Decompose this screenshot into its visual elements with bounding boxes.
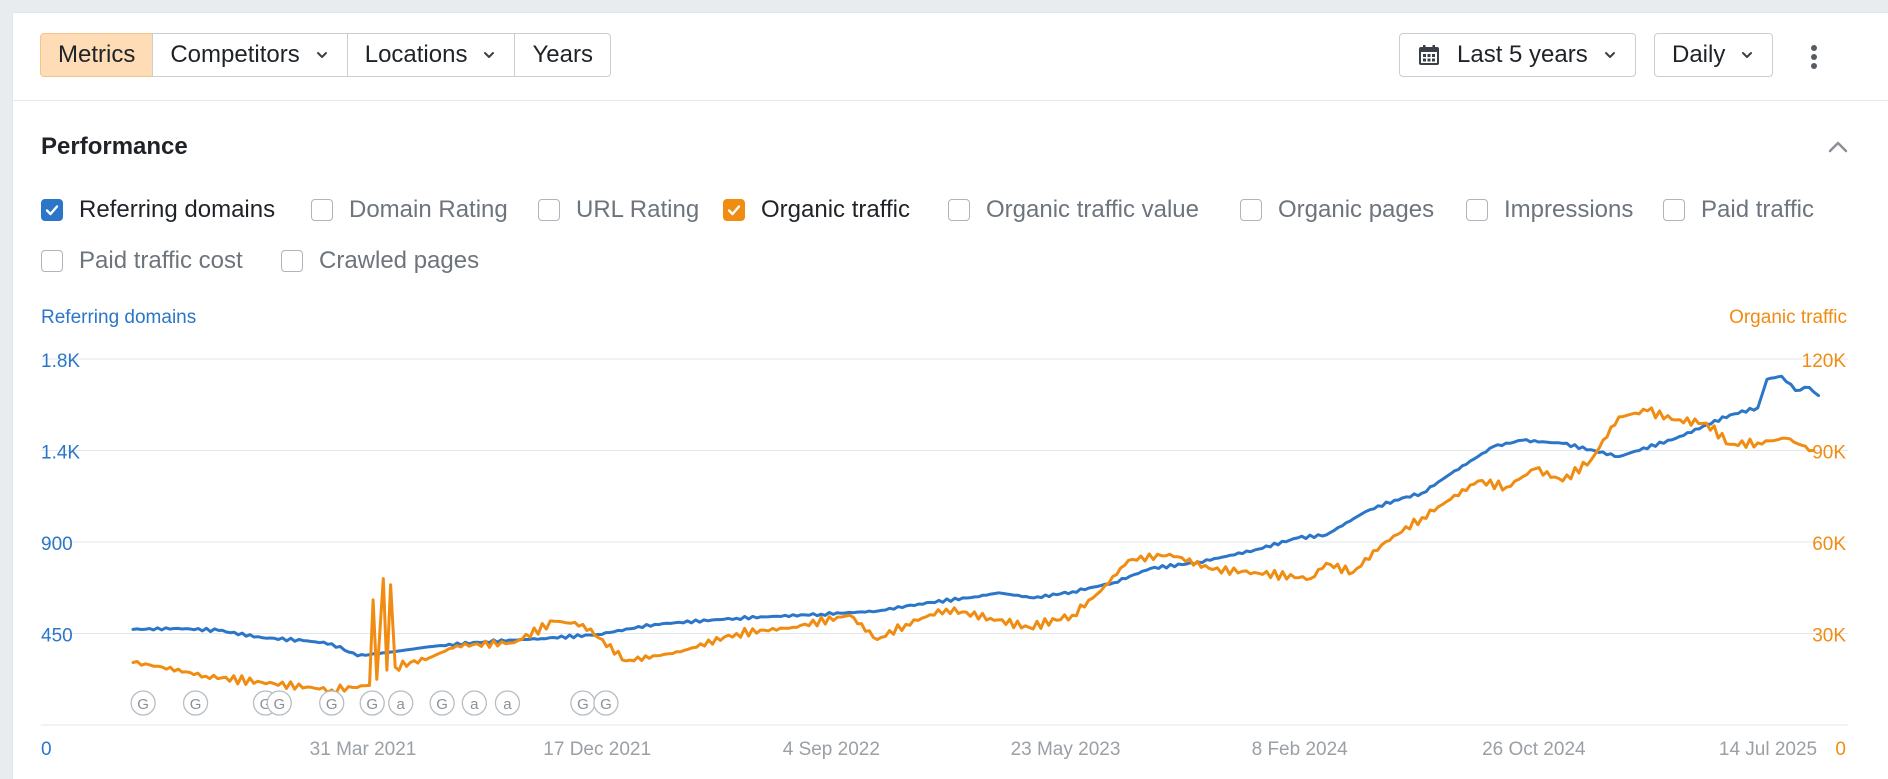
x-tick-label: 4 Sep 2022 bbox=[783, 739, 880, 760]
ahrefs-update-marker[interactable] bbox=[388, 690, 414, 716]
checkbox-icon bbox=[41, 250, 63, 272]
checkbox-checked-icon bbox=[41, 199, 63, 221]
google-update-marker[interactable] bbox=[130, 690, 156, 716]
ahrefs-update-marker-letter: a bbox=[470, 696, 479, 713]
x-tick-label: 23 May 2023 bbox=[1011, 739, 1121, 760]
ahrefs-update-marker[interactable] bbox=[494, 690, 521, 716]
metric-label: Paid traffic cost bbox=[79, 247, 243, 274]
metric-label: Paid traffic bbox=[1701, 196, 1814, 223]
toolbar: Metrics Competitors Locations Years Last… bbox=[13, 13, 1888, 101]
metric-impressions[interactable]: Impressions bbox=[1466, 196, 1633, 224]
chevron-down-icon bbox=[316, 52, 327, 58]
interval-label: Daily bbox=[1672, 41, 1726, 68]
metric-label: Organic pages bbox=[1278, 196, 1435, 223]
y-left-tick-label: 1.8K bbox=[41, 351, 80, 372]
metric-organic-traffic-value[interactable]: Organic traffic value bbox=[948, 196, 1199, 224]
date-range-label: Last 5 years bbox=[1457, 41, 1588, 68]
google-update-marker-letter: G bbox=[436, 696, 448, 713]
series-line-referring-domains[interactable] bbox=[131, 374, 1820, 658]
y-right-tick-label: 120K bbox=[1802, 351, 1847, 372]
x-tick-label: 26 Oct 2024 bbox=[1482, 739, 1586, 760]
google-update-marker-letter: G bbox=[260, 696, 272, 713]
google-update-marker-letter: G bbox=[366, 696, 378, 713]
chevron-up-icon[interactable] bbox=[1826, 135, 1850, 159]
more-options-icon[interactable] bbox=[1806, 43, 1822, 73]
calendar-icon bbox=[1419, 45, 1439, 65]
google-update-marker[interactable] bbox=[429, 690, 455, 716]
metric-url-rating[interactable]: URL Rating bbox=[538, 196, 699, 224]
tab-metrics[interactable]: Metrics bbox=[40, 33, 154, 77]
interval-button[interactable]: Daily bbox=[1654, 33, 1774, 77]
checkbox-icon bbox=[1466, 199, 1488, 221]
checkbox-icon bbox=[538, 199, 560, 221]
y-right-axis-title: Organic traffic bbox=[1729, 307, 1847, 328]
y-right-tick-label: 30K bbox=[1812, 626, 1846, 647]
google-update-marker[interactable] bbox=[593, 690, 619, 716]
checkbox-icon bbox=[1663, 199, 1685, 221]
google-update-marker-letter: G bbox=[137, 696, 149, 713]
y-left-tick-label: 450 bbox=[41, 626, 73, 647]
series-line-organic-traffic[interactable] bbox=[131, 406, 1815, 696]
y-left-tick-label: 0 bbox=[41, 739, 52, 760]
ahrefs-update-marker-letter: a bbox=[397, 696, 406, 713]
tab-locations-label: Locations bbox=[364, 41, 468, 68]
google-update-marker-letter: G bbox=[600, 696, 612, 713]
checkbox-icon bbox=[281, 250, 303, 272]
metric-referring-domains[interactable]: Referring domains bbox=[41, 196, 275, 224]
metric-label: Impressions bbox=[1504, 196, 1634, 223]
metric-label: Referring domains bbox=[79, 196, 276, 223]
x-tick-label: 14 Jul 2025 bbox=[1719, 739, 1817, 760]
view-tabs: Metrics Competitors Locations Years bbox=[40, 33, 611, 77]
google-update-marker-letter: G bbox=[273, 696, 285, 713]
tab-competitors-label: Competitors bbox=[170, 41, 300, 68]
ahrefs-update-marker[interactable] bbox=[461, 690, 487, 716]
checkbox-icon bbox=[948, 199, 970, 221]
tab-metrics-label: Metrics bbox=[58, 41, 136, 68]
x-tick-label: 8 Feb 2024 bbox=[1252, 739, 1349, 760]
chevron-down-icon bbox=[1604, 52, 1615, 58]
section-title: Performance bbox=[41, 133, 188, 160]
metric-label: URL Rating bbox=[576, 196, 700, 223]
x-tick-label: 31 Mar 2021 bbox=[310, 739, 417, 760]
performance-panel: Metrics Competitors Locations Years Last… bbox=[12, 12, 1888, 779]
ahrefs-update-marker-letter: a bbox=[503, 696, 512, 713]
google-update-marker[interactable] bbox=[319, 690, 345, 716]
tab-years[interactable]: Years bbox=[514, 33, 611, 77]
checkbox-icon bbox=[311, 199, 333, 221]
tab-years-label: Years bbox=[532, 41, 593, 68]
y-right-tick-label: 60K bbox=[1812, 534, 1846, 555]
y-right-tick-label: 90K bbox=[1812, 443, 1846, 464]
chevron-down-icon bbox=[1742, 52, 1753, 58]
tab-competitors[interactable]: Competitors bbox=[152, 33, 348, 77]
google-update-marker-letter: G bbox=[190, 696, 202, 713]
metric-organic-pages[interactable]: Organic pages bbox=[1240, 196, 1434, 224]
google-update-marker[interactable] bbox=[266, 690, 292, 716]
metric-organic-traffic[interactable]: Organic traffic bbox=[723, 196, 910, 224]
y-left-axis-title: Referring domains bbox=[41, 307, 197, 328]
metric-label: Organic traffic bbox=[761, 196, 910, 223]
metric-paid-traffic[interactable]: Paid traffic bbox=[1663, 196, 1814, 224]
y-left-tick-label: 900 bbox=[41, 534, 73, 555]
metric-label: Crawled pages bbox=[319, 247, 480, 274]
metric-crawled-pages[interactable]: Crawled pages bbox=[281, 247, 479, 275]
tab-locations[interactable]: Locations bbox=[346, 33, 516, 77]
y-left-tick-label: 1.4K bbox=[41, 443, 80, 464]
google-update-marker[interactable] bbox=[359, 690, 385, 716]
metric-label: Domain Rating bbox=[349, 196, 508, 223]
metric-domain-rating[interactable]: Domain Rating bbox=[311, 196, 508, 224]
performance-chart[interactable]: 0 0 450 30K 900 60K 1.4K 90K 1.8K 120K 31 Mar 2021… bbox=[13, 313, 1888, 773]
google-update-marker-letter: G bbox=[577, 696, 589, 713]
checkbox-icon bbox=[1240, 199, 1262, 221]
metric-paid-traffic-cost[interactable]: Paid traffic cost bbox=[41, 247, 243, 275]
google-update-marker-letter: G bbox=[326, 696, 338, 713]
date-range-button[interactable]: Last 5 years bbox=[1399, 33, 1636, 77]
google-update-marker[interactable] bbox=[182, 690, 209, 716]
chevron-down-icon bbox=[484, 52, 495, 58]
metric-label: Organic traffic value bbox=[986, 196, 1199, 223]
y-right-tick-label: 0 bbox=[1835, 739, 1846, 760]
checkbox-checked-icon bbox=[723, 199, 745, 221]
x-tick-label: 17 Dec 2021 bbox=[543, 739, 651, 760]
